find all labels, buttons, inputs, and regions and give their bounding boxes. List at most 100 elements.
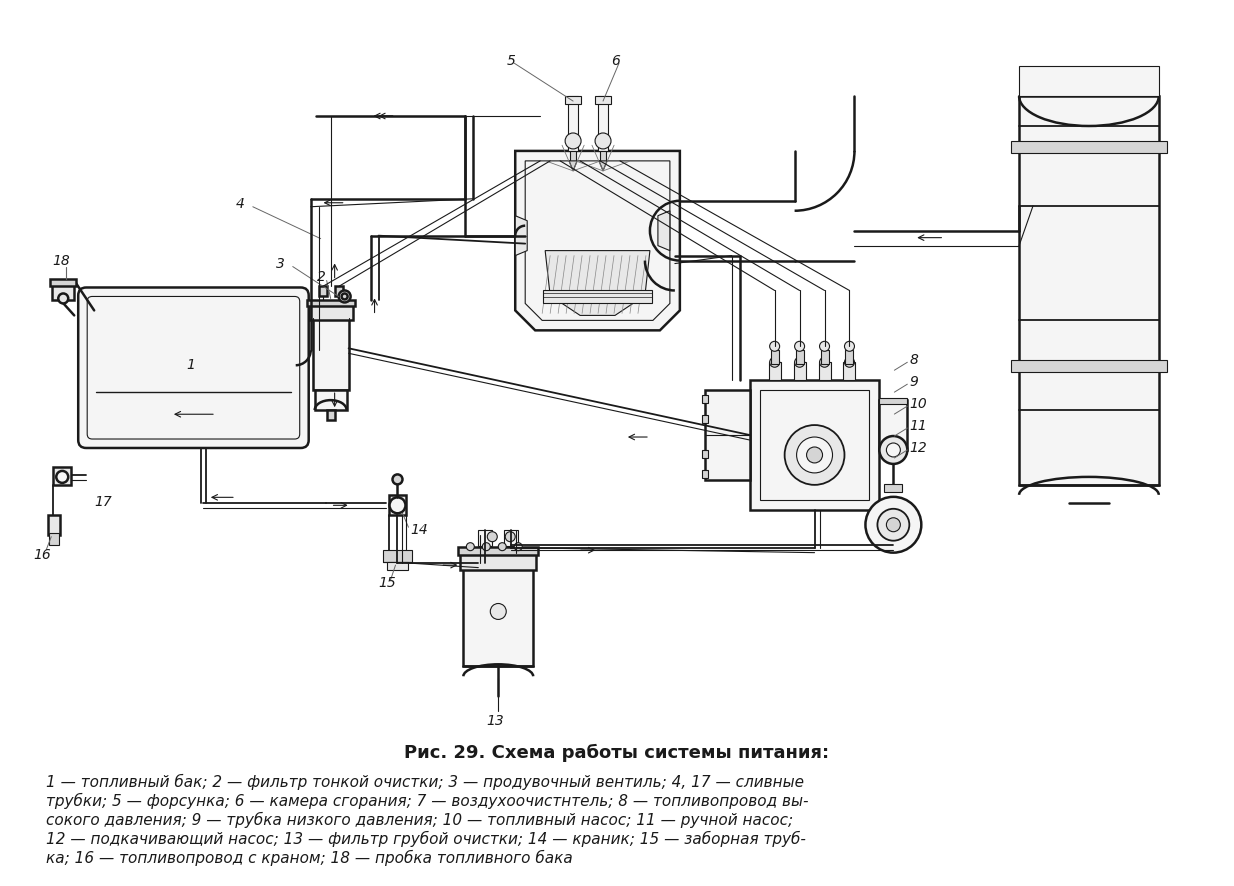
Text: Рис. 29. Схема работы системы питания:: Рис. 29. Схема работы системы питания:	[405, 744, 829, 762]
Bar	[479, 530, 492, 546]
Text: 1 — топливный бак; 2 — фильтр тонкой очистки; 3 — продувочный вентиль; 4, 17 — с: 1 — топливный бак; 2 — фильтр тонкой очи…	[47, 774, 805, 790]
Bar	[769, 362, 781, 380]
Circle shape	[770, 357, 780, 367]
Bar	[49, 532, 59, 545]
Bar	[793, 362, 806, 380]
Polygon shape	[545, 251, 650, 315]
Bar	[505, 530, 518, 546]
Bar	[702, 450, 708, 458]
Circle shape	[795, 341, 805, 351]
Circle shape	[466, 543, 474, 551]
Text: 15: 15	[379, 576, 396, 590]
Text: 10: 10	[909, 397, 927, 411]
Bar	[1011, 141, 1167, 153]
Bar	[458, 547, 538, 555]
Text: 3: 3	[275, 257, 285, 270]
Bar	[750, 380, 880, 509]
Bar	[565, 96, 581, 104]
Bar	[1019, 96, 1159, 485]
Bar	[771, 350, 779, 364]
Circle shape	[844, 341, 854, 351]
Circle shape	[877, 509, 909, 540]
Bar	[705, 390, 750, 480]
Circle shape	[797, 437, 833, 473]
Bar	[318, 286, 327, 297]
Text: 6: 6	[611, 54, 619, 68]
Circle shape	[565, 133, 581, 149]
Bar	[383, 550, 412, 562]
Bar	[880, 398, 907, 404]
Bar	[818, 362, 830, 380]
Polygon shape	[543, 291, 652, 303]
Text: трубки; 5 — форсунка; 6 — камера сгорания; 7 — воздухоочистнтель; 8 — топливопро: трубки; 5 — форсунка; 6 — камера сгорани…	[47, 793, 808, 809]
Bar	[51, 278, 77, 286]
Bar	[386, 562, 408, 570]
Bar	[315, 390, 347, 410]
Text: 1: 1	[186, 358, 195, 372]
Bar	[595, 96, 611, 104]
Polygon shape	[658, 211, 670, 251]
Circle shape	[770, 341, 780, 351]
Bar	[1019, 66, 1159, 96]
Polygon shape	[516, 215, 527, 255]
Circle shape	[785, 425, 844, 485]
Bar	[598, 96, 608, 151]
Bar	[600, 151, 606, 161]
Bar	[760, 390, 870, 500]
Circle shape	[338, 291, 350, 302]
Bar	[327, 410, 334, 420]
Bar	[312, 318, 349, 390]
Bar	[460, 552, 537, 570]
Bar	[845, 350, 854, 364]
Text: 9: 9	[909, 375, 918, 389]
Bar	[389, 495, 406, 516]
Polygon shape	[569, 161, 578, 171]
Circle shape	[490, 603, 506, 619]
Circle shape	[819, 341, 829, 351]
Polygon shape	[598, 161, 607, 171]
Circle shape	[505, 532, 516, 541]
Bar	[796, 350, 803, 364]
Text: 13: 13	[486, 714, 503, 728]
Text: 12: 12	[909, 441, 927, 455]
Bar	[702, 395, 708, 403]
Circle shape	[390, 497, 406, 513]
Text: 8: 8	[909, 354, 918, 368]
Text: 12 — подкачивающий насос; 13 — фильтр грубой очистки; 14 — краник; 15 — заборная: 12 — подкачивающий насос; 13 — фильтр гр…	[47, 831, 806, 847]
Bar	[1011, 361, 1167, 372]
Bar	[568, 96, 578, 151]
Circle shape	[819, 357, 829, 367]
Text: 11: 11	[909, 419, 927, 433]
Bar	[702, 415, 708, 423]
Polygon shape	[516, 151, 680, 330]
Circle shape	[865, 497, 922, 553]
Circle shape	[807, 447, 823, 463]
Circle shape	[499, 543, 506, 551]
Circle shape	[58, 293, 68, 303]
Text: 18: 18	[52, 253, 70, 268]
Circle shape	[515, 543, 522, 551]
Circle shape	[844, 357, 854, 367]
Bar	[48, 515, 60, 535]
Bar	[308, 305, 353, 321]
Circle shape	[886, 443, 901, 457]
Text: сокого давления; 9 — трубка низкого давления; 10 — топливный насос; 11 — ручной : сокого давления; 9 — трубка низкого давл…	[47, 812, 793, 828]
Bar	[52, 283, 74, 300]
Text: 16: 16	[33, 548, 51, 562]
Text: ка; 16 — топливопровод с краном; 18 — пробка топливного бака: ка; 16 — топливопровод с краном; 18 — пр…	[47, 850, 573, 866]
Bar	[307, 300, 354, 307]
Text: 17: 17	[94, 494, 112, 509]
Circle shape	[57, 471, 68, 483]
Circle shape	[886, 517, 901, 532]
Bar	[463, 567, 533, 666]
Text: 14: 14	[411, 524, 428, 537]
Bar	[570, 151, 576, 161]
Circle shape	[342, 293, 348, 299]
Text: 4: 4	[236, 197, 244, 211]
Circle shape	[392, 474, 402, 485]
Bar	[53, 467, 72, 485]
Bar	[880, 400, 907, 450]
Circle shape	[595, 133, 611, 149]
Circle shape	[487, 532, 497, 541]
Bar	[885, 484, 902, 492]
